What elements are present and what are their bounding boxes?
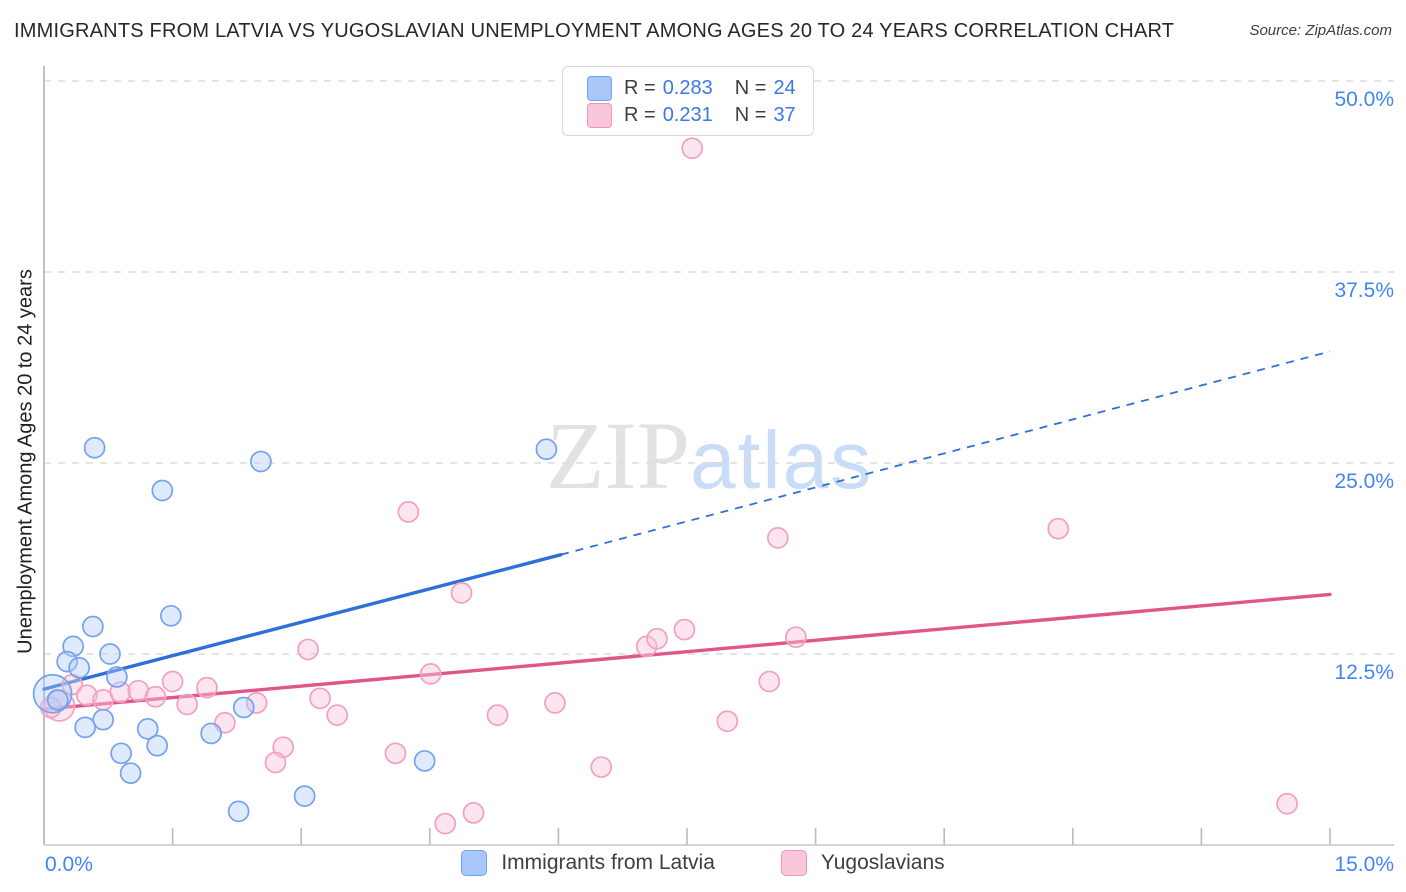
data-point xyxy=(119,762,142,785)
data-point xyxy=(309,687,331,710)
data-point xyxy=(413,750,436,772)
n-value-latvia: 24 xyxy=(773,77,796,99)
source-attribution: Source: ZipAtlas.com xyxy=(1249,22,1392,39)
series-immigrants-from-latvia xyxy=(32,436,558,823)
data-point xyxy=(110,742,133,765)
data-point xyxy=(151,479,174,502)
page-title: IMMIGRANTS FROM LATVIA VS YUGOSLAVIAN UN… xyxy=(14,20,1175,42)
legend-item-label: Yugoslavians xyxy=(820,851,945,874)
data-point xyxy=(160,604,182,627)
data-point xyxy=(92,708,115,731)
data-point xyxy=(397,501,420,523)
data-point xyxy=(245,692,268,714)
n-label: N = xyxy=(734,104,767,126)
data-point xyxy=(76,684,98,707)
yugoslavian-series-swatch xyxy=(587,103,612,128)
trend-line-dashed-0 xyxy=(560,350,1331,556)
data-point xyxy=(758,670,781,693)
data-point xyxy=(106,666,128,688)
data-point xyxy=(462,802,485,824)
latvia-series-swatch xyxy=(587,76,612,101)
data-point xyxy=(82,615,104,638)
data-point xyxy=(232,696,255,719)
r-value-yugoslavians: 0.231 xyxy=(662,104,713,126)
legend-item-latvia: Immigrants from Latvia xyxy=(461,850,715,876)
data-point xyxy=(535,438,558,461)
legend-item-label: Immigrants from Latvia xyxy=(501,851,715,874)
series-yugoslavians xyxy=(40,137,1298,835)
legend-row-latvia: R = 0.283 N = 24 xyxy=(587,75,813,102)
data-point xyxy=(767,527,789,549)
r-label: R = xyxy=(624,104,656,126)
series-legend: Immigrants from Latvia Yugoslavians xyxy=(0,850,1406,876)
trend-line-solid-1 xyxy=(42,592,1332,711)
correlation-legend-box: R = 0.283 N = 24 R = 0.231 N = 37 xyxy=(562,66,814,136)
data-point xyxy=(1276,792,1298,815)
data-point xyxy=(46,688,69,711)
x-axis-max-label: 15.0% xyxy=(1334,853,1394,876)
data-point xyxy=(419,663,442,685)
y-tick-label-37.5: 37.5% xyxy=(1334,279,1394,302)
data-point xyxy=(196,676,218,699)
data-point xyxy=(673,618,696,641)
trend-line-solid-0 xyxy=(42,552,563,691)
y-tick-label-25: 25.0% xyxy=(1334,470,1394,493)
data-point xyxy=(297,638,319,661)
data-point xyxy=(227,800,250,823)
data-point xyxy=(785,626,807,649)
data-point xyxy=(264,751,287,774)
data-point xyxy=(136,718,159,740)
data-point xyxy=(646,627,668,650)
data-point xyxy=(590,756,613,778)
data-point xyxy=(176,693,199,716)
y-axis-title: Unemployment Among Ages 20 to 24 years xyxy=(14,269,37,654)
y-tick-label-12.5: 12.5% xyxy=(1334,661,1394,684)
legend-row-yugoslavians: R = 0.231 N = 37 xyxy=(587,102,813,129)
data-point xyxy=(681,137,703,160)
data-point xyxy=(450,582,473,604)
data-point xyxy=(32,673,73,714)
y-tick-label-50: 50.0% xyxy=(1334,88,1394,111)
data-point xyxy=(434,812,457,835)
data-point xyxy=(68,656,91,679)
x-axis-min-label: 0.0% xyxy=(45,853,93,876)
latvia-series-swatch xyxy=(461,850,488,876)
data-point xyxy=(144,685,167,708)
data-point xyxy=(99,643,121,665)
n-label: N = xyxy=(734,77,767,99)
data-point xyxy=(200,722,223,745)
data-point xyxy=(161,670,184,693)
data-point xyxy=(56,650,78,673)
r-value-latvia: 0.283 xyxy=(662,77,713,99)
data-point xyxy=(486,704,509,726)
data-point xyxy=(250,450,272,473)
data-point xyxy=(716,710,739,733)
data-point xyxy=(293,785,316,807)
legend-item-yugoslavians: Yugoslavians xyxy=(780,850,945,876)
r-label: R = xyxy=(624,77,656,99)
data-point xyxy=(384,742,407,765)
yugoslavian-series-swatch xyxy=(780,850,807,876)
data-point xyxy=(74,716,97,739)
data-point xyxy=(1047,517,1070,540)
data-point xyxy=(146,734,169,757)
n-value-yugoslavians: 37 xyxy=(773,104,796,126)
data-point xyxy=(83,436,106,459)
data-point xyxy=(326,704,349,726)
data-point xyxy=(544,692,566,714)
